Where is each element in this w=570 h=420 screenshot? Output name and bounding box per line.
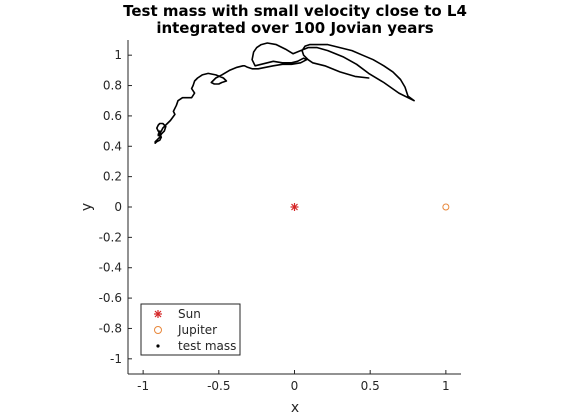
test-mass-trajectory (154, 42, 415, 144)
chart-title-line-1: Test mass with small velocity close to L… (123, 2, 467, 20)
chart-title-line-2: integrated over 100 Jovian years (156, 19, 433, 37)
jupiter-marker (442, 203, 450, 211)
legend: Sun Jupiter test mass (140, 303, 241, 356)
legend-sun-marker (154, 310, 162, 318)
sun-marker (290, 203, 299, 211)
legend-test-mass-label: test mass (178, 339, 236, 353)
x-tick-label: -0.5 (207, 379, 230, 393)
y-tick-label: -0.8 (99, 321, 122, 335)
legend-test-mass-marker (156, 344, 160, 348)
y-tick-label: -0.2 (99, 230, 122, 244)
x-tick-label: -1 (137, 379, 149, 393)
x-tick-label: 0 (291, 379, 299, 393)
y-tick-label: -0.6 (99, 291, 122, 305)
x-tick-label: 0.5 (361, 379, 380, 393)
y-tick-label: -0.4 (99, 261, 122, 275)
x-ticks: -1 -0.5 0 0.5 1 (137, 370, 450, 393)
y-tick-label: 0.4 (103, 139, 122, 153)
y-axis-label: y (79, 203, 95, 211)
legend-jupiter-label: Jupiter (177, 323, 217, 337)
y-tick-label: 0.6 (103, 109, 122, 123)
data-marks (154, 42, 450, 211)
y-tick-label: 0 (114, 200, 122, 214)
legend-jupiter-marker (154, 326, 162, 334)
x-tick-label: 1 (442, 379, 450, 393)
y-tick-label: 0.8 (103, 79, 122, 93)
y-ticks: -1 -0.8 -0.6 -0.4 -0.2 0 0.2 0.4 0.6 0.8 1 (99, 48, 132, 366)
x-axis-label: x (291, 400, 299, 416)
plot-area: -1 -0.5 0 0.5 1 -1 -0.8 -0.6 -0.4 -0.2 0 0.2 0.4 0.6… (99, 40, 461, 393)
y-tick-label: 0.2 (103, 170, 122, 184)
legend-sun-label: Sun (178, 307, 201, 321)
y-tick-label: 1 (114, 48, 122, 62)
y-tick-label: -1 (110, 352, 122, 366)
